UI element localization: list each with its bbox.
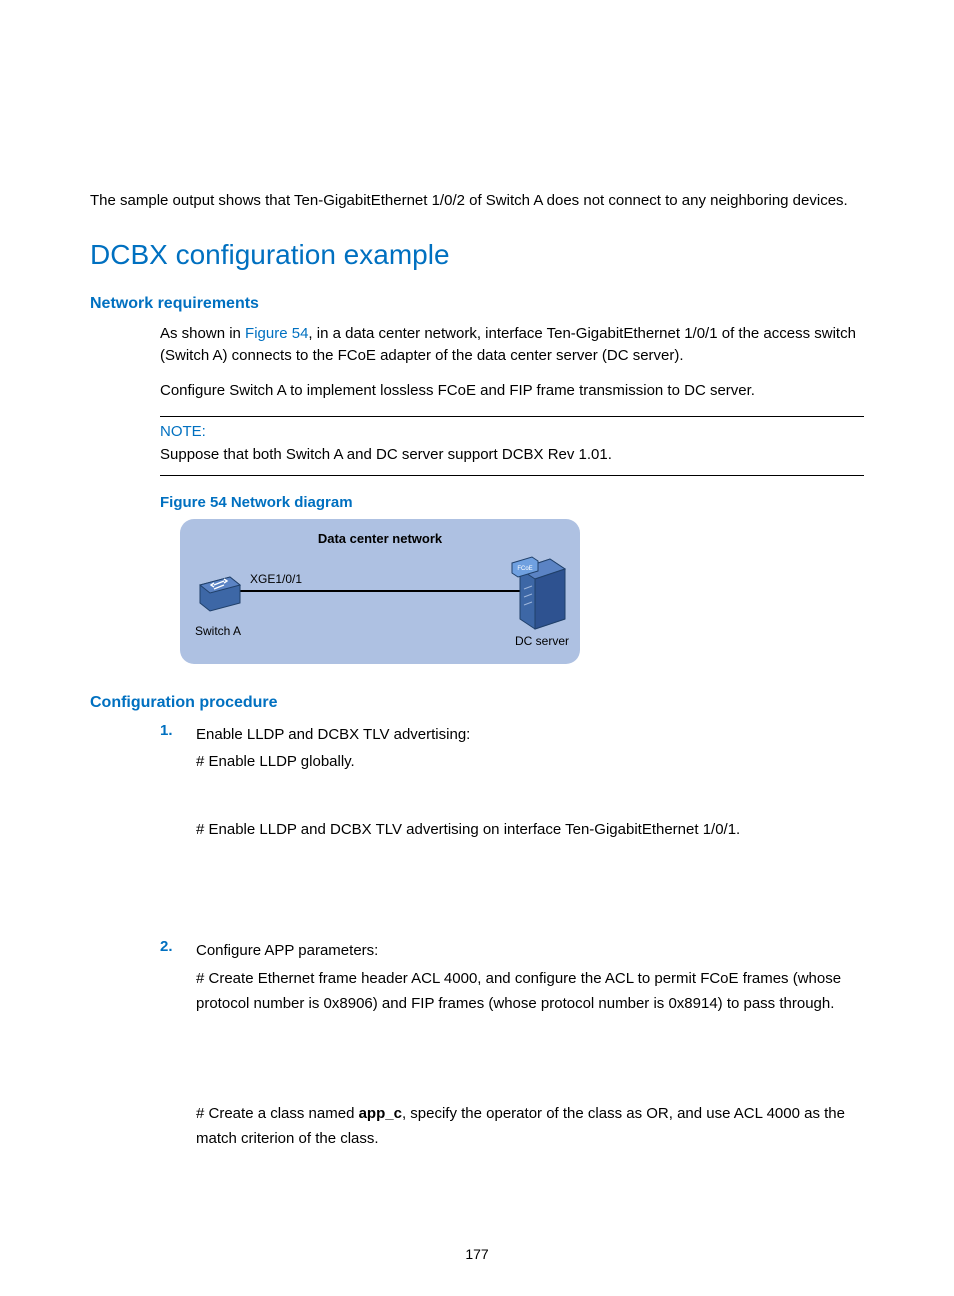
step-2-line-2: # Create a class named app_c, specify th… <box>196 1101 864 1152</box>
intro-paragraph: The sample output shows that Ten-Gigabit… <box>90 190 864 213</box>
page: The sample output shows that Ten-Gigabit… <box>0 0 954 1296</box>
network-diagram: Data center network Switch A XGE1/0/1 <box>180 519 580 664</box>
server-label: DC server <box>515 634 569 648</box>
note-text: Suppose that both Switch A and DC server… <box>160 444 864 467</box>
network-requirements-p2: Configure Switch A to implement lossless… <box>160 380 864 403</box>
server-card-label: FCoE <box>517 566 532 572</box>
figure-caption: Figure 54 Network diagram <box>160 494 864 511</box>
server-icon: FCoE <box>512 557 565 629</box>
network-requirements-p1: As shown in Figure 54, in a data center … <box>160 323 864 368</box>
diagram-title: Data center network <box>318 531 443 546</box>
network-requirements-heading: Network requirements <box>90 295 864 313</box>
step-1-title: Enable LLDP and DCBX TLV advertising: <box>196 722 864 748</box>
note-box: NOTE: Suppose that both Switch A and DC … <box>160 416 864 476</box>
page-number: 177 <box>0 1246 954 1262</box>
step-1: Enable LLDP and DCBX TLV advertising: # … <box>160 722 864 935</box>
configuration-procedure-heading: Configuration procedure <box>90 694 864 712</box>
step-2-title: Configure APP parameters: <box>196 938 864 964</box>
step-2: Configure APP parameters: # Create Ether… <box>160 938 864 1152</box>
class-name-bold: app_c <box>359 1105 402 1122</box>
figure-reference-link[interactable]: Figure 54 <box>245 325 308 342</box>
step-1-line-2: # Enable LLDP and DCBX TLV advertising o… <box>196 817 864 843</box>
step-1-line-1: # Enable LLDP globally. <box>196 749 864 775</box>
switch-label: Switch A <box>195 624 241 638</box>
port-label: XGE1/0/1 <box>250 572 302 586</box>
steps-list: Enable LLDP and DCBX TLV advertising: # … <box>160 722 864 1152</box>
note-label: NOTE: <box>160 423 864 440</box>
step-2-line-1: # Create Ethernet frame header ACL 4000,… <box>196 966 864 1017</box>
nr-p1-a: As shown in <box>160 325 245 342</box>
section-title: DCBX configuration example <box>90 239 864 271</box>
